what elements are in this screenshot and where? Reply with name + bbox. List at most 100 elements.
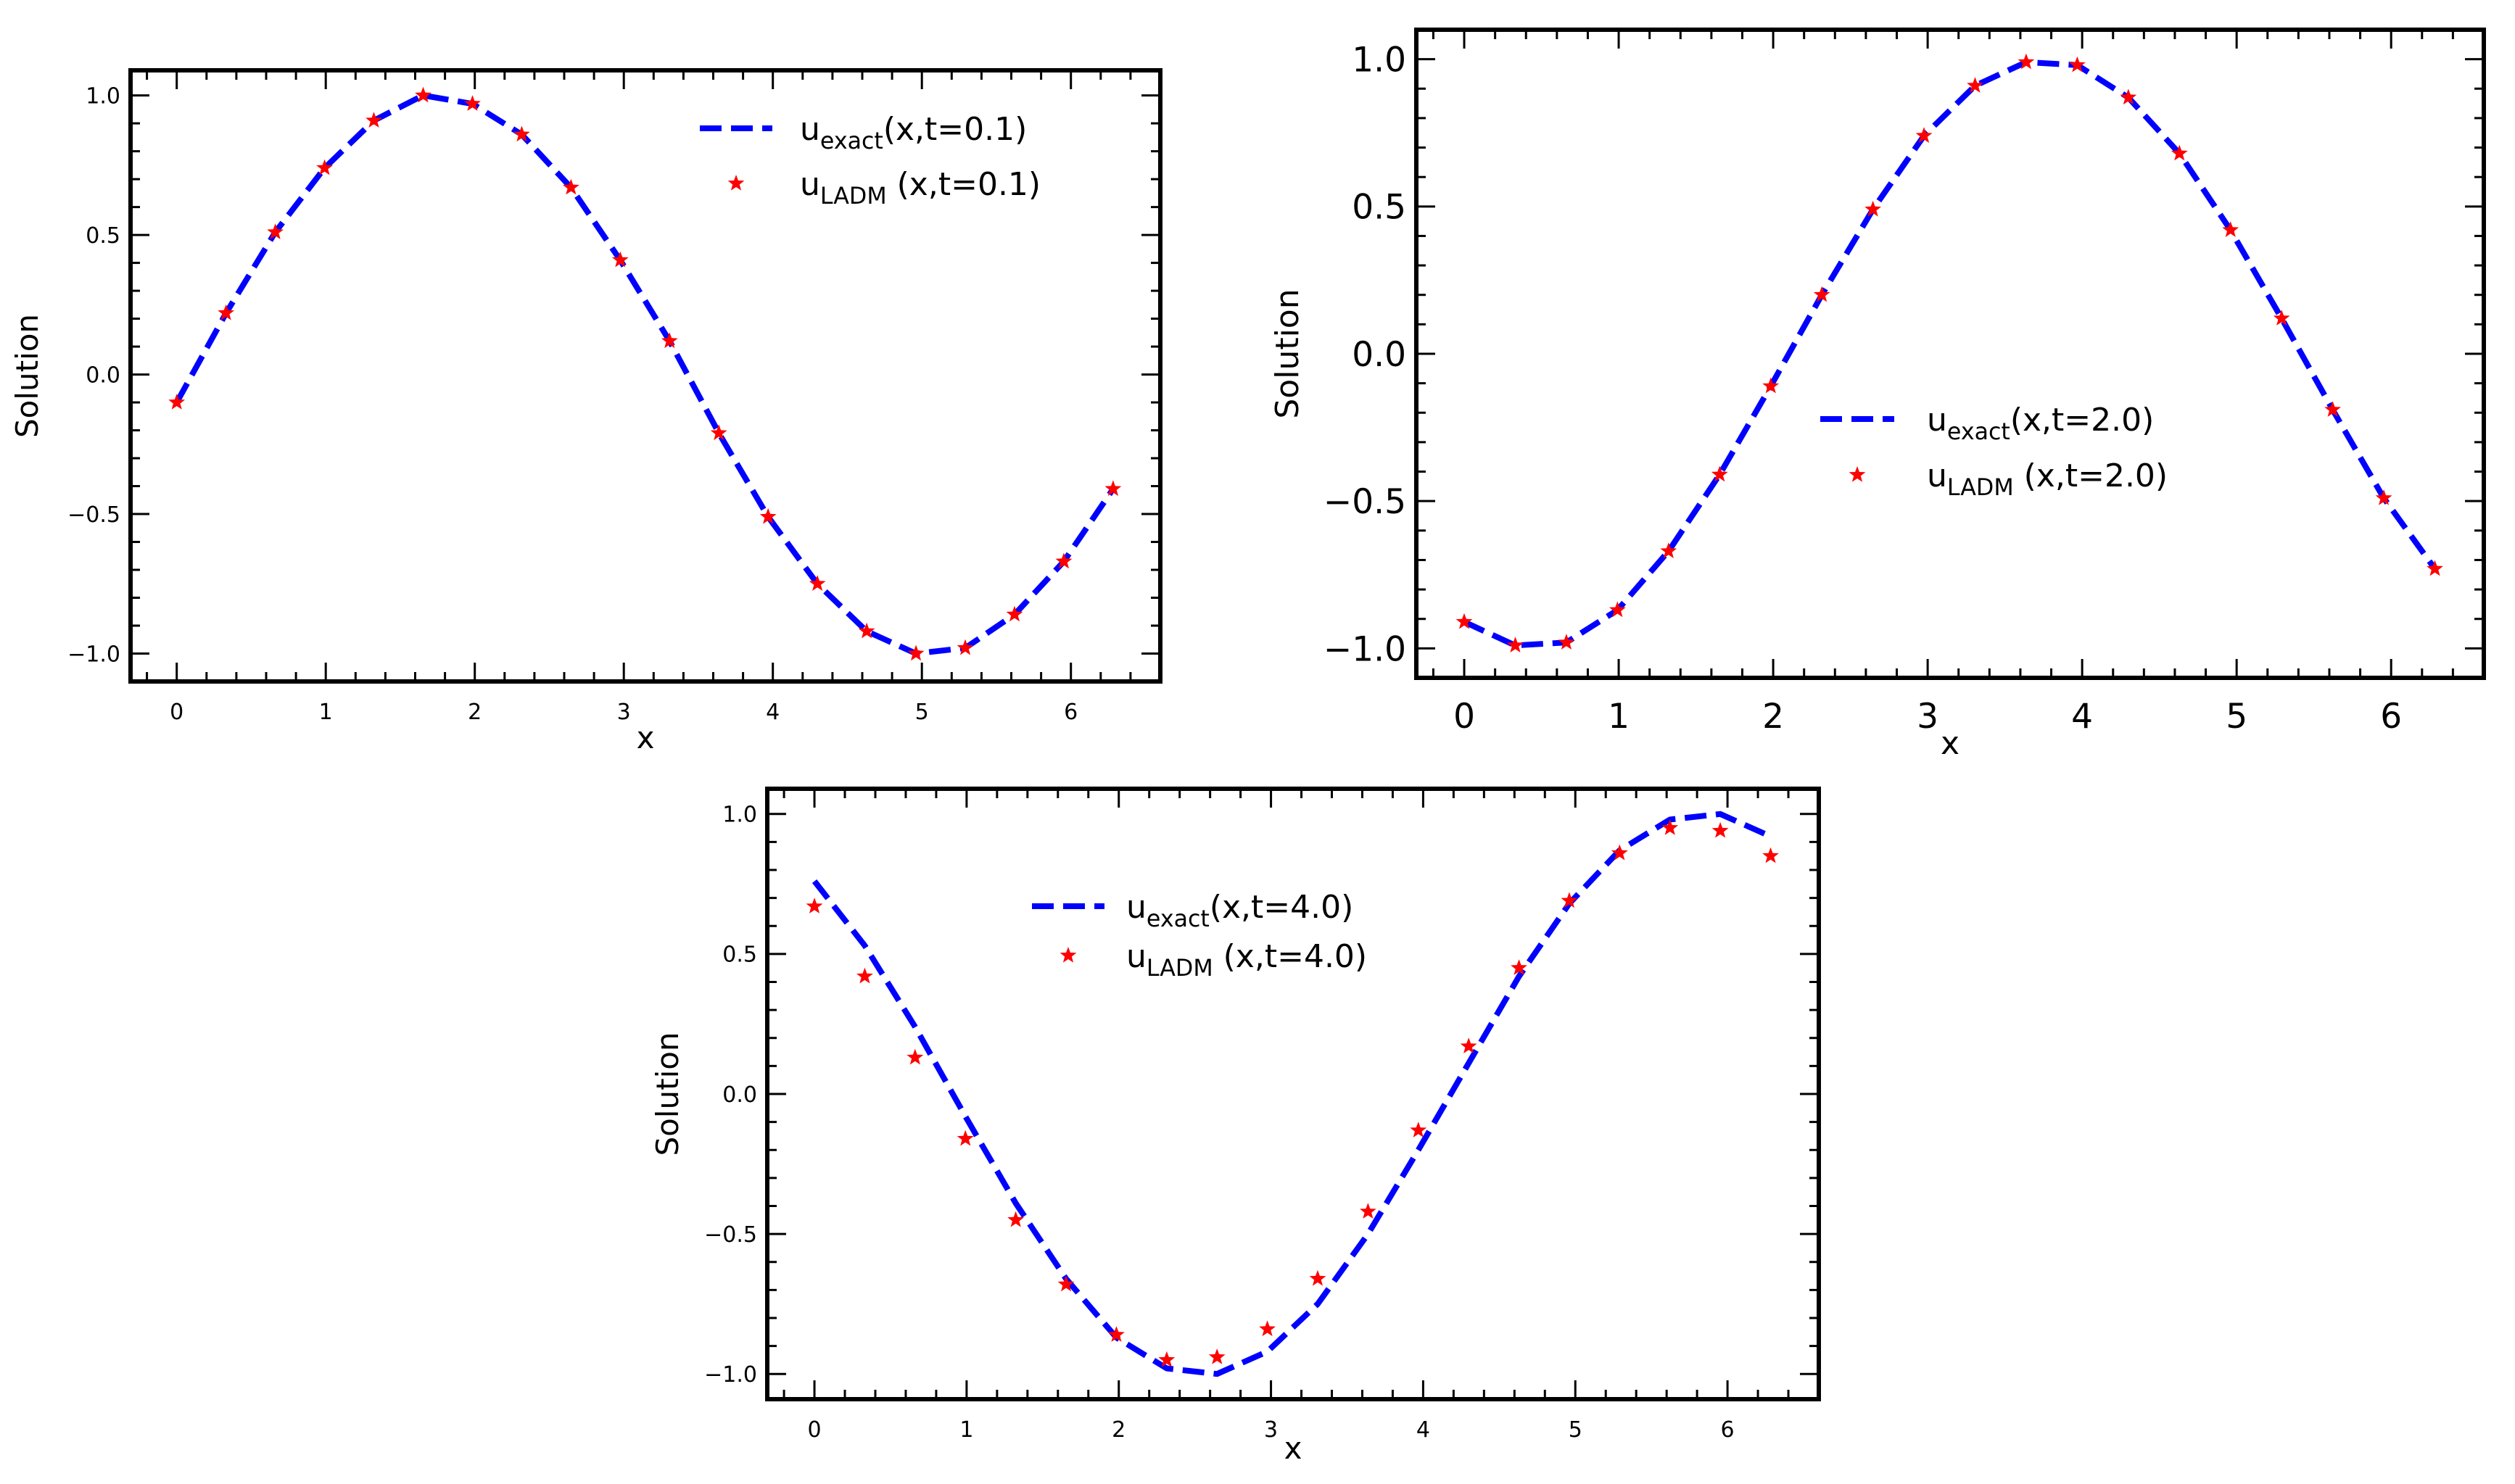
tick-marks (131, 70, 1162, 683)
x-tick-label: 2 (468, 700, 482, 725)
data-point-LADM (661, 332, 678, 349)
data-point-LADM (1104, 480, 1122, 497)
plot-frame (128, 68, 1162, 684)
y-axis-label: Solution (650, 1032, 685, 1156)
data-point-LADM (1108, 1326, 1125, 1342)
data-point-LADM (316, 159, 333, 175)
legend-label-exact: uexact(x,t=0.1) (800, 111, 1027, 154)
x-tick-label: 1 (319, 700, 333, 725)
data-point-LADM (1507, 637, 1524, 652)
x-tick-label: 5 (2226, 697, 2247, 737)
data-point-LADM (1410, 1122, 1427, 1137)
data-point-LADM (1511, 959, 1527, 975)
plot-frame (1414, 28, 2486, 680)
chart-panel-1: 0 1 2 3 4 5 6 −1.0 −0.5 0.0 0.5 1.0 x Solution uexact(… (9, 68, 1162, 755)
data-point-LADM (2222, 221, 2239, 237)
x-tick-label: 3 (617, 700, 631, 725)
data-point-LADM (218, 304, 235, 320)
x-tick-label: 0 (1453, 697, 1475, 737)
x-tick-label: 4 (1416, 1417, 1430, 1443)
data-point-LADM (856, 967, 873, 984)
y-tick-label: 0.0 (722, 1082, 757, 1108)
x-tick-label: 1 (1608, 697, 1630, 737)
y-axis-label: Solution (1269, 289, 1306, 418)
data-point-LADM (1057, 1275, 1075, 1292)
data-point-LADM (513, 125, 530, 142)
data-point-LADM (759, 507, 777, 524)
chart-panel-2: 0 1 2 3 4 5 6 −1.0 −0.5 0.0 0.5 1.0 x Solution uexact(… (1269, 28, 2486, 762)
data-point-LADM (267, 223, 284, 239)
series-markers-LADM (168, 86, 1122, 661)
x-axis-label: x (637, 720, 655, 755)
x-tick-label: 3 (1917, 697, 1938, 737)
data-point-LADM (1007, 1211, 1024, 1227)
data-point-LADM (2375, 489, 2392, 505)
data-point-LADM (2324, 401, 2341, 417)
y-tick-label: 1.0 (722, 803, 757, 828)
data-point-LADM (710, 424, 727, 441)
x-tick-label: 5 (1569, 1417, 1582, 1443)
data-point-LADM (2018, 53, 2035, 70)
data-point-LADM (168, 394, 186, 410)
data-point-LADM (1711, 821, 1729, 838)
data-point-LADM (611, 251, 629, 268)
series-line-exact (1463, 59, 2437, 649)
tick-marks (1416, 28, 2485, 679)
data-point-LADM (2120, 88, 2137, 105)
chart-panel-3: 0 1 2 3 4 5 6 −1.0 −0.5 0.0 0.5 1.0 x Solution uexact(… (650, 787, 1821, 1466)
data-point-LADM (2273, 310, 2290, 326)
data-point-LADM (1660, 542, 1677, 558)
legend-label-LADM: uLADM (x,t=0.1) (800, 166, 1041, 210)
data-point-LADM (1259, 1320, 1276, 1337)
data-point-LADM (1813, 286, 1830, 302)
legend-label-exact: uexact(x,t=4.0) (1126, 889, 1353, 932)
data-point-LADM (1158, 1351, 1176, 1367)
y-tick-label: −0.5 (704, 1222, 757, 1248)
legend-label-LADM: uLADM (x,t=2.0) (1927, 457, 2168, 501)
y-tick-label: 1.0 (86, 83, 120, 109)
data-point-LADM (957, 639, 974, 655)
data-point-LADM (1561, 892, 1578, 908)
data-point-LADM (806, 898, 823, 913)
data-point-LADM (1915, 127, 1933, 143)
data-point-LADM (2171, 144, 2188, 161)
y-tick-label: 0.5 (86, 223, 120, 249)
y-tick-label: 0.5 (722, 942, 757, 968)
data-point-LADM (1055, 552, 1073, 569)
data-point-LADM (464, 95, 481, 111)
data-point-LADM (1558, 634, 1575, 650)
y-tick-label: 0.5 (1352, 188, 1406, 228)
series-markers-LADM (806, 819, 1779, 1367)
x-tick-label: 1 (959, 1417, 973, 1443)
series-markers-LADM (1455, 53, 2443, 652)
y-tick-label: −1.0 (704, 1362, 757, 1388)
x-axis-label: x (1284, 1430, 1302, 1466)
y-tick-label: 1.0 (1352, 41, 1406, 80)
legend-ladm-swatch (1849, 466, 1866, 482)
x-tick-label: 5 (915, 700, 929, 725)
x-tick-label: 2 (1112, 1417, 1126, 1443)
data-point-LADM (563, 178, 579, 195)
x-axis-label: x (1941, 725, 1959, 762)
legend-label-exact: uexact(x,t=2.0) (1927, 402, 2154, 445)
data-point-LADM (858, 622, 875, 639)
data-point-LADM (957, 1129, 974, 1146)
data-point-LADM (1967, 77, 1983, 93)
legend: uexact(x,t=4.0) uLADM (x,t=4.0) (1032, 889, 1367, 982)
series-line-exact (812, 811, 1772, 1377)
data-point-LADM (1360, 1203, 1376, 1219)
legend: uexact(x,t=0.1) uLADM (x,t=0.1) (700, 111, 1041, 210)
x-tick-label: 6 (1064, 700, 1078, 725)
data-point-LADM (2427, 560, 2443, 576)
legend-label-LADM: uLADM (x,t=4.0) (1126, 938, 1367, 982)
data-point-LADM (1661, 819, 1679, 835)
data-point-LADM (1309, 1269, 1326, 1286)
y-tick-label: 0.0 (86, 362, 120, 388)
x-tick-label: 4 (766, 700, 780, 725)
y-tick-label: −1.0 (67, 642, 120, 667)
data-point-LADM (1460, 1037, 1477, 1053)
y-tick-label: −0.5 (67, 502, 120, 528)
data-point-LADM (1609, 601, 1626, 618)
x-tick-label: 3 (1264, 1417, 1278, 1443)
data-point-LADM (809, 575, 826, 591)
